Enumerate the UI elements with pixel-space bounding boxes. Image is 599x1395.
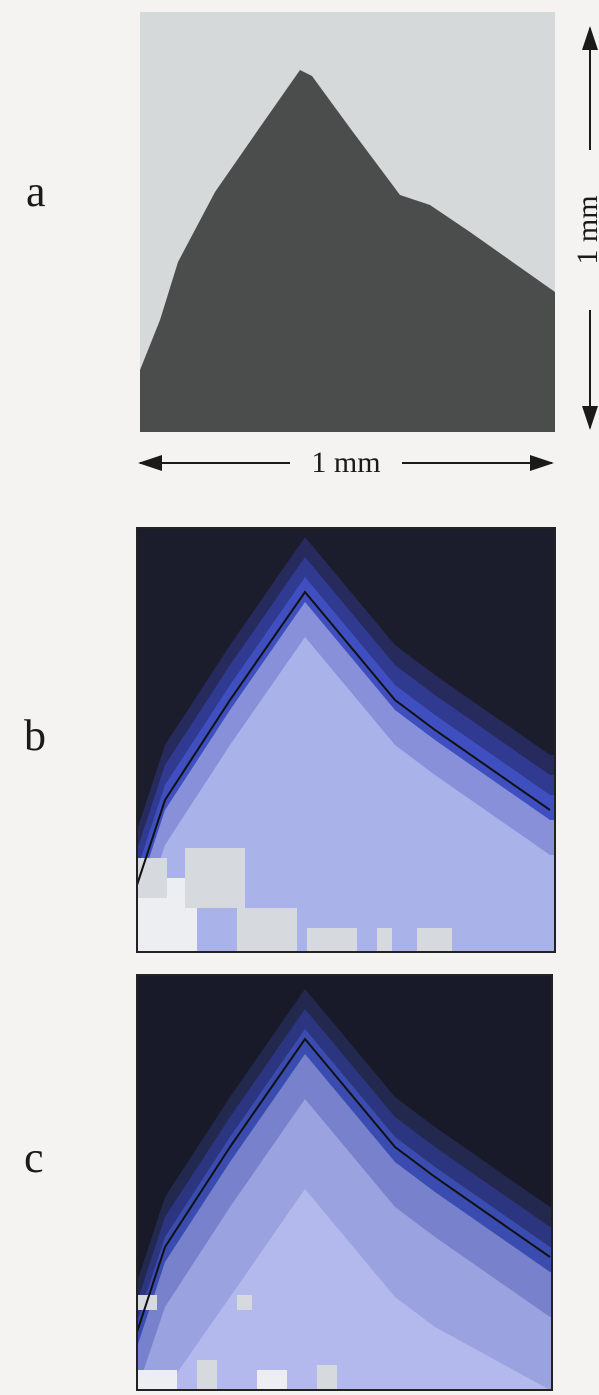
map-cell	[185, 848, 245, 908]
panel-b-map	[137, 528, 555, 952]
panel-label: c	[24, 1133, 44, 1182]
map-cell	[307, 928, 357, 952]
map-cell	[237, 1295, 252, 1310]
map-cell	[197, 1360, 217, 1390]
panel-c-map	[137, 975, 552, 1390]
panel-label: a	[26, 167, 46, 216]
panel-a-image	[140, 12, 555, 432]
map-cell	[257, 1370, 287, 1390]
scale-label: 1 mm	[571, 195, 599, 264]
panel-label: b	[24, 711, 46, 760]
scale-label: 1 mm	[311, 446, 380, 479]
map-cell	[417, 928, 452, 952]
map-cell	[137, 1370, 177, 1390]
map-cell	[377, 928, 392, 952]
map-cell	[317, 1365, 337, 1390]
map-cell	[237, 908, 297, 952]
map-cell	[137, 858, 167, 898]
figure: a 1 mm 1 mm b c	[0, 0, 599, 1395]
